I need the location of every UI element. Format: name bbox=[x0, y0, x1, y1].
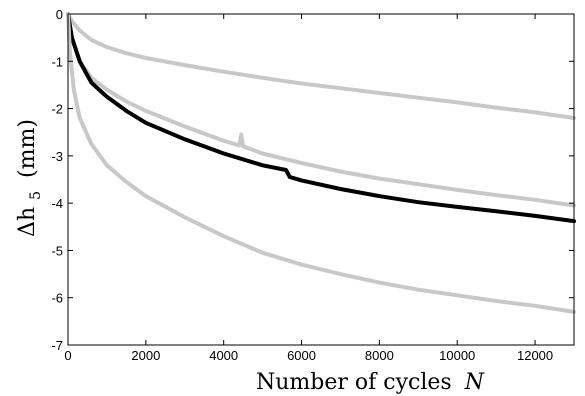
y-tick-label: -1 bbox=[51, 54, 63, 69]
x-tick-label: 8000 bbox=[365, 348, 394, 363]
x-axis-label: Number of cycles N bbox=[256, 370, 485, 395]
plot-frame bbox=[67, 13, 575, 346]
series-line-3 bbox=[66, 12, 576, 224]
x-tick-label: 6000 bbox=[287, 348, 316, 363]
series-line-1 bbox=[66, 12, 576, 120]
x-axis-label-text: Number of cycles bbox=[256, 370, 452, 395]
x-tick-label: 2000 bbox=[131, 348, 160, 363]
y-tick-label: -2 bbox=[51, 102, 63, 117]
y-axis-ticks: 0 -1 -2 -3 -4 -5 -6 -7 bbox=[51, 7, 574, 353]
y-axis-label-text: Δh bbox=[15, 207, 40, 237]
y-tick-label: -5 bbox=[51, 243, 63, 258]
y-tick-label: 0 bbox=[56, 7, 63, 22]
y-tick-label: -4 bbox=[51, 196, 63, 211]
series-line-4 bbox=[66, 12, 576, 314]
y-axis-label-subscript: 5 bbox=[28, 191, 44, 200]
x-tick-label: 0 bbox=[64, 348, 71, 363]
y-tick-label: -3 bbox=[51, 149, 63, 164]
x-axis-label-symbol: N bbox=[464, 370, 485, 395]
series-layer bbox=[66, 12, 576, 314]
series-line-2 bbox=[66, 12, 576, 208]
y-axis-label: Δh 5 (mm) bbox=[15, 119, 46, 237]
y-axis-label-unit: (mm) bbox=[15, 119, 40, 178]
y-tick-label: -7 bbox=[51, 338, 63, 353]
y-tick-label: -6 bbox=[51, 291, 63, 306]
x-tick-label: 4000 bbox=[209, 348, 238, 363]
x-tick-label: 10000 bbox=[439, 348, 475, 363]
x-axis-ticks: 0 2000 4000 6000 8000 10000 12000 bbox=[64, 14, 553, 363]
x-tick-label: 12000 bbox=[517, 348, 553, 363]
